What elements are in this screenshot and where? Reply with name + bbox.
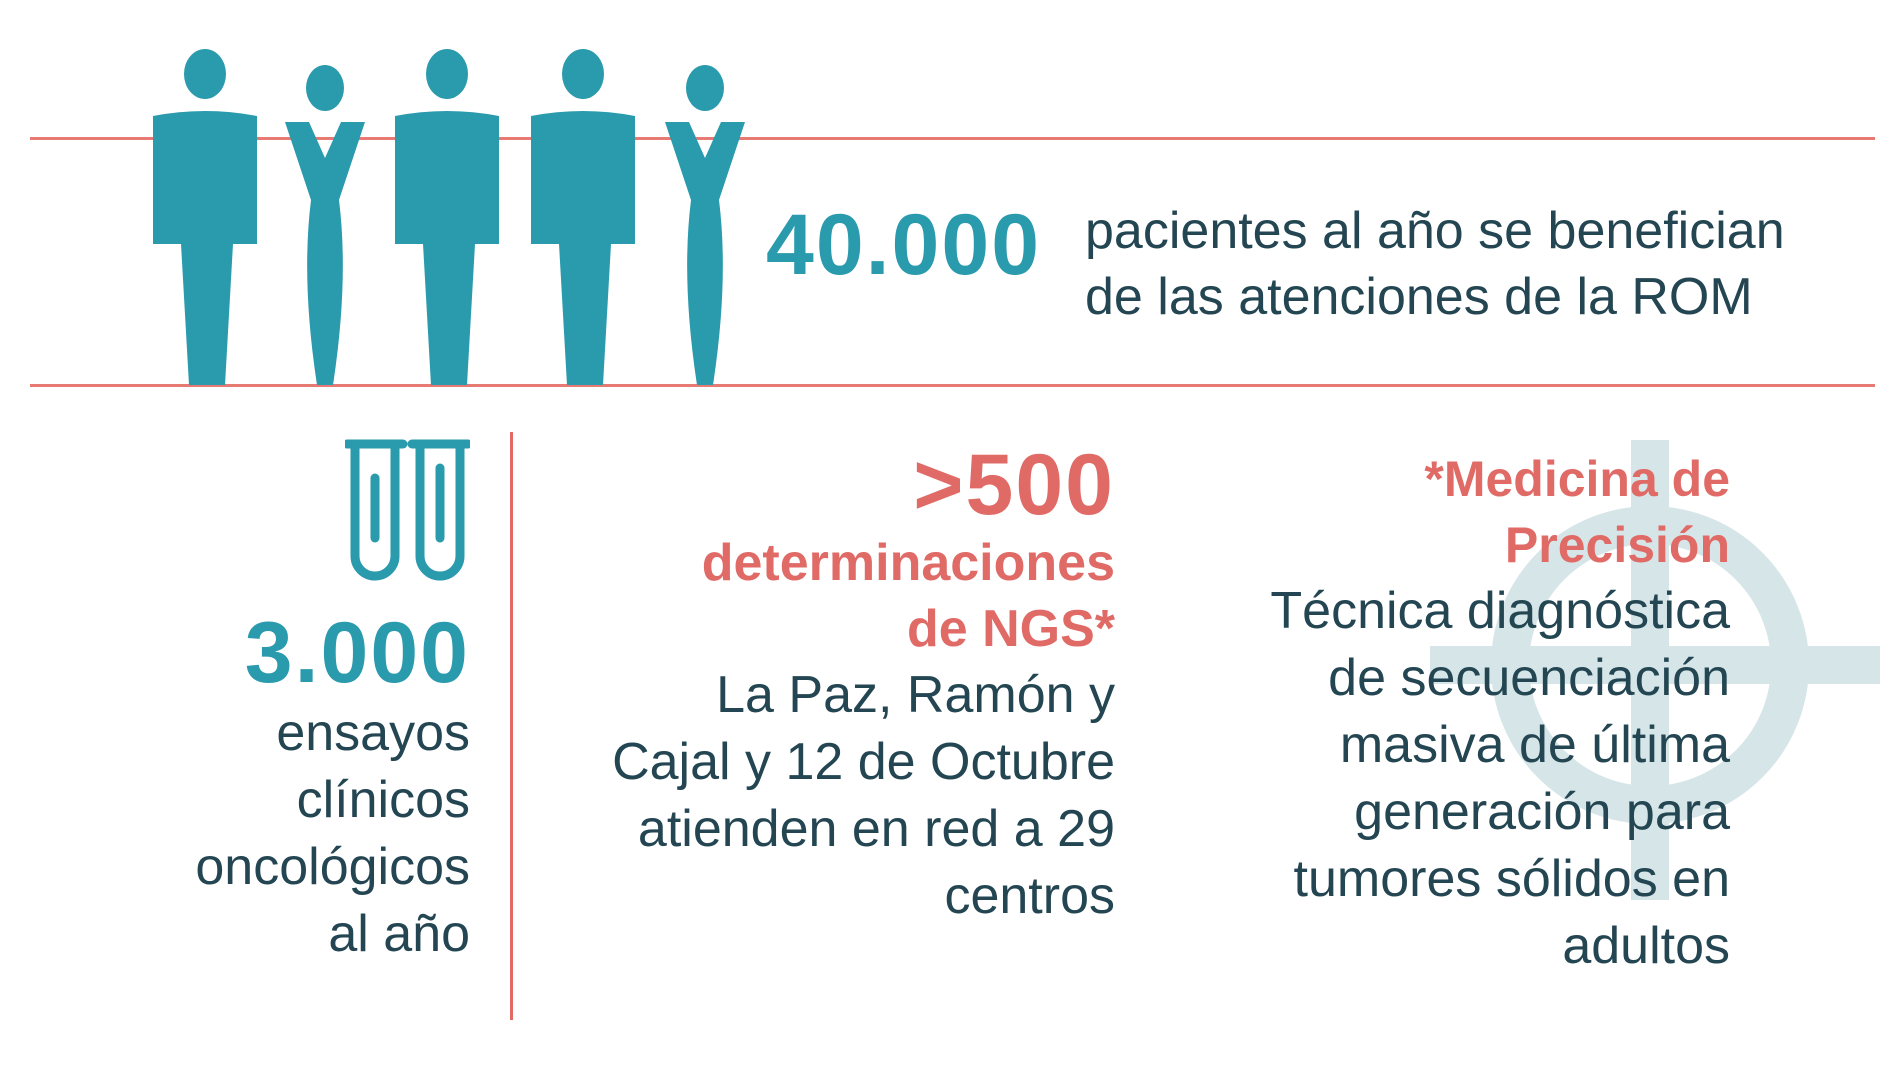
trials-line: oncológicos	[195, 838, 470, 896]
precision-highlight-line: Precisión	[1504, 517, 1730, 573]
people-group-icon	[153, 49, 745, 385]
precision-line: tumores sólidos en	[1293, 850, 1730, 908]
ngs-description: La Paz, Ramón y Cajal y 12 de Octubre at…	[530, 662, 1115, 930]
precision-block: *Medicina de Precisión Técnica diagnósti…	[1150, 446, 1730, 980]
precision-line: masiva de última	[1339, 716, 1730, 774]
ngs-block: >500 determinaciones de NGS* La Paz, Ram…	[530, 440, 1115, 930]
patients-description: pacientes al año se benefician de las at…	[1085, 198, 1785, 330]
ngs-line: La Paz, Ramón y	[716, 666, 1115, 724]
woman-figure-icon	[285, 65, 365, 385]
man-figure-icon	[395, 49, 499, 385]
precision-description: Técnica diagnóstica de secuenciación mas…	[1150, 578, 1730, 980]
trials-line: ensayos	[276, 704, 470, 762]
vertical-divider-line	[510, 432, 513, 1020]
man-figure-icon	[153, 49, 257, 385]
woman-figure-icon	[665, 65, 745, 385]
man-figure-icon	[531, 49, 635, 385]
trials-block: 3.000 ensayos clínicos oncológicos al añ…	[60, 608, 470, 968]
ngs-line: atienden en red a 29	[637, 800, 1115, 858]
ngs-line: Cajal y 12 de Octubre	[612, 733, 1115, 791]
trials-number: 3.000	[244, 605, 470, 701]
precision-line: Técnica diagnóstica	[1270, 582, 1730, 640]
test-tubes-icon	[345, 439, 470, 581]
precision-line: de secuenciación	[1328, 649, 1730, 707]
precision-highlight: *Medicina de Precisión	[1150, 446, 1730, 578]
ngs-highlight: determinaciones de NGS*	[530, 530, 1115, 662]
precision-line: adultos	[1562, 917, 1730, 975]
patients-description-line: pacientes al año se benefician	[1085, 202, 1785, 260]
precision-highlight-line: *Medicina de	[1424, 451, 1730, 507]
ngs-line: centros	[944, 867, 1115, 925]
ngs-number: >500	[913, 437, 1115, 533]
middle-divider-line	[30, 384, 1875, 387]
top-divider-line	[30, 137, 1875, 140]
ngs-highlight-line: de NGS*	[906, 600, 1115, 658]
trials-line: clínicos	[296, 771, 470, 829]
target-crosshair-icon	[1430, 440, 1880, 900]
trials-description: ensayos clínicos oncológicos al año	[60, 700, 470, 968]
trials-line: al año	[328, 905, 470, 963]
patients-description-line: de las atenciones de la ROM	[1085, 268, 1753, 326]
ngs-highlight-line: determinaciones	[701, 534, 1115, 592]
precision-line: generación para	[1354, 783, 1730, 841]
patients-number: 40.000	[766, 197, 1042, 293]
